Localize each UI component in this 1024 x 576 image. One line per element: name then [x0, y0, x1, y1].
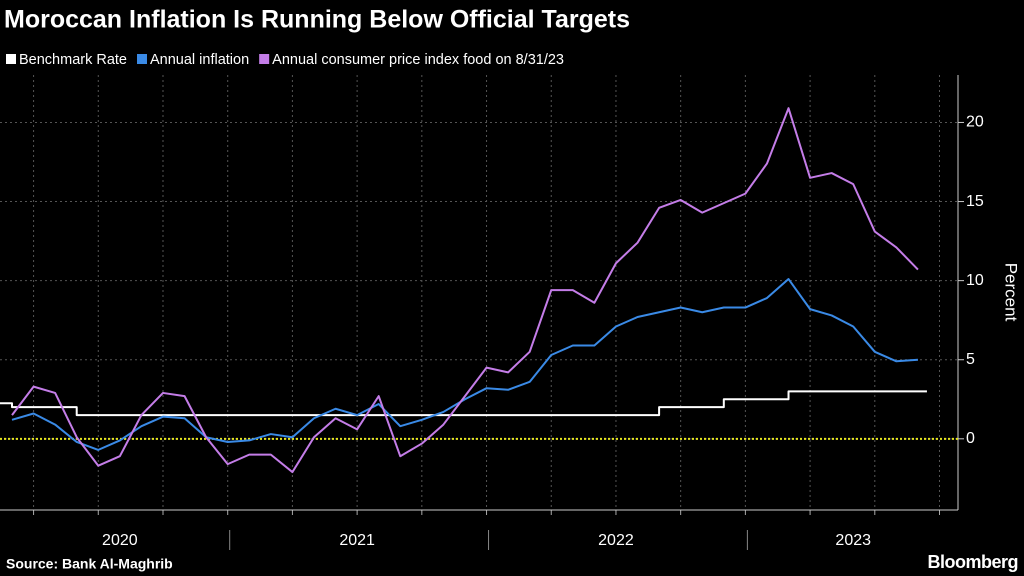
y-tick-label: 20 — [966, 114, 984, 131]
source: Source: Bank Al-Maghrib — [6, 556, 173, 572]
y-axis-label: Percent — [1002, 263, 1021, 322]
brand: Bloomberg — [927, 552, 1018, 572]
legend-label: Annual consumer price index food on 8/31… — [272, 52, 564, 68]
chart-title: Moroccan Inflation Is Running Below Offi… — [4, 6, 630, 34]
y-tick-label: 15 — [966, 193, 984, 210]
legend-swatch — [6, 54, 16, 64]
legend-label: Benchmark Rate — [19, 52, 127, 68]
y-tick-label: 0 — [966, 430, 975, 447]
x-tick-label: 2022 — [598, 532, 634, 549]
legend-swatch — [259, 54, 270, 64]
x-tick-label: 2023 — [835, 532, 871, 549]
y-tick-label: 5 — [966, 351, 975, 368]
x-tick-label: 2020 — [102, 532, 138, 549]
legend: Benchmark Rate Annual inflation Annual con… — [6, 52, 564, 68]
legend-label: Annual inflation — [150, 52, 249, 68]
x-tick-label: 2021 — [339, 532, 375, 549]
series-line — [0, 390, 927, 417]
series-line — [11, 107, 919, 474]
legend-swatch — [137, 54, 147, 64]
series-line — [11, 278, 919, 451]
y-tick-label: 10 — [966, 272, 984, 289]
